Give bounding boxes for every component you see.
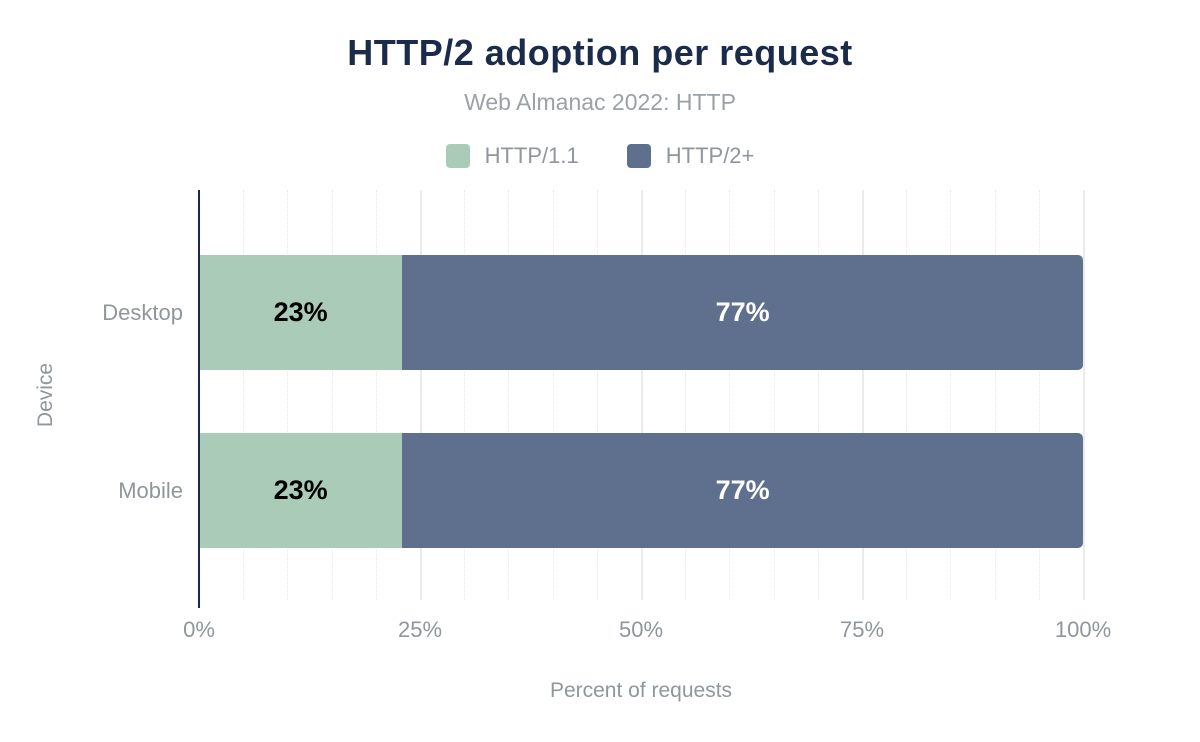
gridline-major	[1083, 190, 1085, 600]
legend-item-http11: HTTP/1.1	[445, 143, 579, 169]
gridline-minor	[994, 190, 996, 600]
gridline-minor	[773, 190, 775, 600]
legend-swatch-http2	[626, 144, 651, 168]
gridline-major	[862, 190, 864, 600]
x-tick-label: 25%	[397, 617, 443, 642]
x-tick-label: 50%	[618, 617, 664, 642]
bar-segment: 77%	[402, 433, 1083, 548]
gridline-minor	[552, 190, 554, 600]
legend-label-http2: HTTP/2+	[665, 143, 755, 168]
gridline-major	[641, 190, 643, 600]
gridline-major	[420, 190, 422, 600]
bar-segment: 77%	[402, 255, 1083, 370]
y-axis-line	[198, 190, 200, 608]
bar-value-label: 23%	[273, 475, 328, 505]
legend-item-http2: HTTP/2+	[626, 143, 755, 169]
bar-value-label: 23%	[273, 297, 328, 327]
category-label-desktop: Desktop	[102, 299, 183, 325]
plot-area: 23% 77% 23% 77%	[199, 190, 1085, 600]
x-axis-title: Percent of requests	[549, 679, 733, 702]
category-label-mobile: Mobile	[118, 477, 183, 503]
gridline-minor	[508, 190, 510, 600]
chart-subtitle: Web Almanac 2022: HTTP	[464, 89, 736, 115]
bar-value-label: 77%	[715, 297, 770, 327]
x-tick-label: 75%	[839, 617, 885, 642]
gridline-minor	[243, 190, 245, 600]
bar-row-mobile: 23% 77%	[199, 433, 1083, 548]
gridline-minor	[906, 190, 908, 600]
x-tick-label: 100%	[1054, 617, 1112, 642]
gridline-minor	[331, 190, 333, 600]
bar-segment: 23%	[199, 433, 403, 548]
bar-segment: 23%	[199, 255, 403, 370]
gridline-minor	[950, 190, 952, 600]
gridline-minor	[464, 190, 466, 600]
bar-value-label: 77%	[715, 475, 770, 505]
bar-row-desktop: 23% 77%	[199, 255, 1083, 370]
legend-label-http11: HTTP/1.1	[484, 143, 579, 168]
gridline-minor	[729, 190, 731, 600]
gridline-minor	[1038, 190, 1040, 600]
y-axis-title: Device	[34, 362, 57, 428]
legend-swatch-http11	[445, 144, 470, 168]
legend: HTTP/1.1 HTTP/2+	[0, 143, 1200, 169]
gridline-minor	[596, 190, 598, 600]
gridline-minor	[817, 190, 819, 600]
gridline-minor	[685, 190, 687, 600]
x-tick-label: 0%	[183, 617, 215, 642]
chart-title: HTTP/2 adoption per request	[347, 32, 853, 73]
gridline-minor	[287, 190, 289, 600]
gridline-minor	[375, 190, 377, 600]
